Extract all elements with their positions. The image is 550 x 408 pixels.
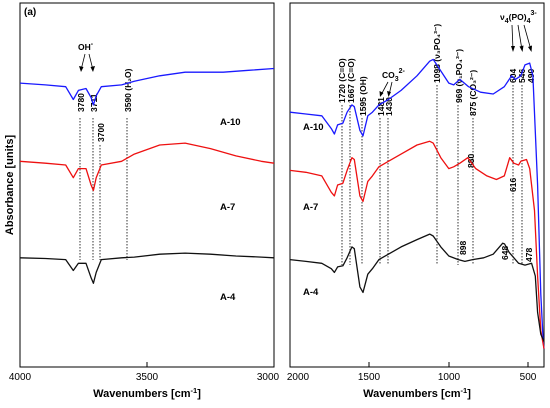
ann-880: 880 <box>466 154 476 168</box>
po4-sub: 4 <box>505 18 509 25</box>
ann-875: 875 (CO₃²⁻) <box>468 70 478 116</box>
right-x-ticks: 2000 1500 1000 500 <box>287 362 537 383</box>
left-tick-label-3500: 3500 <box>136 372 159 383</box>
right-x-axis-title: Wavenumbers [cm-1] <box>363 386 471 400</box>
po4-mid: (PO) <box>509 12 527 22</box>
co3-arrow-left-head <box>379 91 384 97</box>
left-tick-label-4000: 4000 <box>9 372 32 383</box>
left-series-a-10 <box>19 67 275 106</box>
right-tick-label-1000: 1000 <box>438 372 461 383</box>
ann-969: 969 (ν₁PO₄³⁻) <box>454 49 464 103</box>
right-series-a-7 <box>289 140 545 349</box>
right-xlabel-prefix: Wavenumbers [cm <box>363 388 461 400</box>
co3-sub: 3 <box>395 76 399 83</box>
left-x-ticks: 4000 3500 3000 <box>9 362 280 383</box>
right-series-label-a7: A-7 <box>303 202 318 213</box>
right-xlabel-exp: -1 <box>461 386 468 395</box>
po4-sub2: 4 <box>527 18 531 25</box>
oh-arrow-right-head <box>90 66 95 72</box>
right-panel: 1720 (C=O) 1667 (C=O) 1595 (OH) 1481 143… <box>287 2 545 400</box>
left-series-a-4 <box>19 252 275 284</box>
oh-arrow-left-head <box>79 66 84 72</box>
panel-tag: (a) <box>24 7 36 18</box>
ann-1720: 1720 (C=O) <box>337 58 347 103</box>
left-tick-label-3000: 3000 <box>257 372 280 383</box>
right-tick-label-1500: 1500 <box>358 372 381 383</box>
left-series-label-a7: A-7 <box>220 202 235 213</box>
left-xlabel-exp: -1 <box>191 386 198 395</box>
ann-1481: 1481 <box>376 97 386 116</box>
po4-arrow-1 <box>511 24 514 51</box>
po4-arrow-3 <box>523 24 532 51</box>
right-series-label-a4: A-4 <box>303 287 319 298</box>
ann-1098: 1098 (ν₃PO₄³⁻) <box>432 24 442 83</box>
ann-3700: 3700 <box>96 123 106 142</box>
right-xlabel-suffix: ] <box>467 388 471 400</box>
ann-478: 478 <box>524 248 534 262</box>
ann-1430: 1430 <box>384 97 394 116</box>
right-series-a-10 <box>289 58 545 349</box>
curves-layer <box>19 58 545 349</box>
ann-3590: 3590 (H₂O) <box>123 68 133 112</box>
left-plot-frame <box>19 2 275 368</box>
ann-898: 898 <box>458 241 468 255</box>
ann-490: 490 <box>526 69 536 83</box>
left-series-label-a10: A-10 <box>220 117 241 128</box>
left-x-axis-title: Wavenumbers [cm-1] <box>93 386 201 400</box>
left-xlabel-prefix: Wavenumbers [cm <box>93 388 191 400</box>
po4-arrow-2 <box>517 24 523 51</box>
ann-604: 604 <box>508 69 518 83</box>
left-series-label-a4: A-4 <box>220 292 236 303</box>
po4-arrow-1-head <box>511 46 515 52</box>
right-series-label-a10: A-10 <box>303 122 324 133</box>
po4-label: ν4(PO)43- <box>500 10 537 25</box>
co3-arrow-right-head <box>387 91 391 97</box>
left-panel: (a) OH- 3780 3711 3700 3590 (H₂O) A-10 A… <box>9 2 280 400</box>
right-tick-label-2000: 2000 <box>287 372 310 383</box>
ann-546: 546 <box>517 69 527 83</box>
ann-1667: 1667 (C=O) <box>346 58 356 103</box>
po4-sup: 3- <box>531 10 538 17</box>
po4-arrow-3-head <box>528 45 532 52</box>
right-series-a-4 <box>289 233 545 342</box>
right-plot-frame <box>289 2 545 368</box>
left-series-a-7 <box>19 142 275 192</box>
ann-3780: 3780 <box>76 93 86 112</box>
po4-arrow-2-head <box>519 45 524 52</box>
ann-648: 648 <box>500 246 510 260</box>
oh-label: OH- <box>78 41 94 52</box>
co3-main: CO <box>382 70 395 80</box>
po4-nu: ν <box>500 12 505 22</box>
left-xlabel-suffix: ] <box>197 388 201 400</box>
right-tick-label-500: 500 <box>520 372 537 383</box>
ann-1595: 1595 (OH) <box>358 76 368 116</box>
ann-616: 616 <box>508 178 518 192</box>
co3-sup: 2- <box>399 68 406 75</box>
oh-sup: - <box>91 41 94 48</box>
co3-label: CO32- <box>382 68 406 83</box>
y-axis-title: Absorbance [units] <box>4 135 16 236</box>
